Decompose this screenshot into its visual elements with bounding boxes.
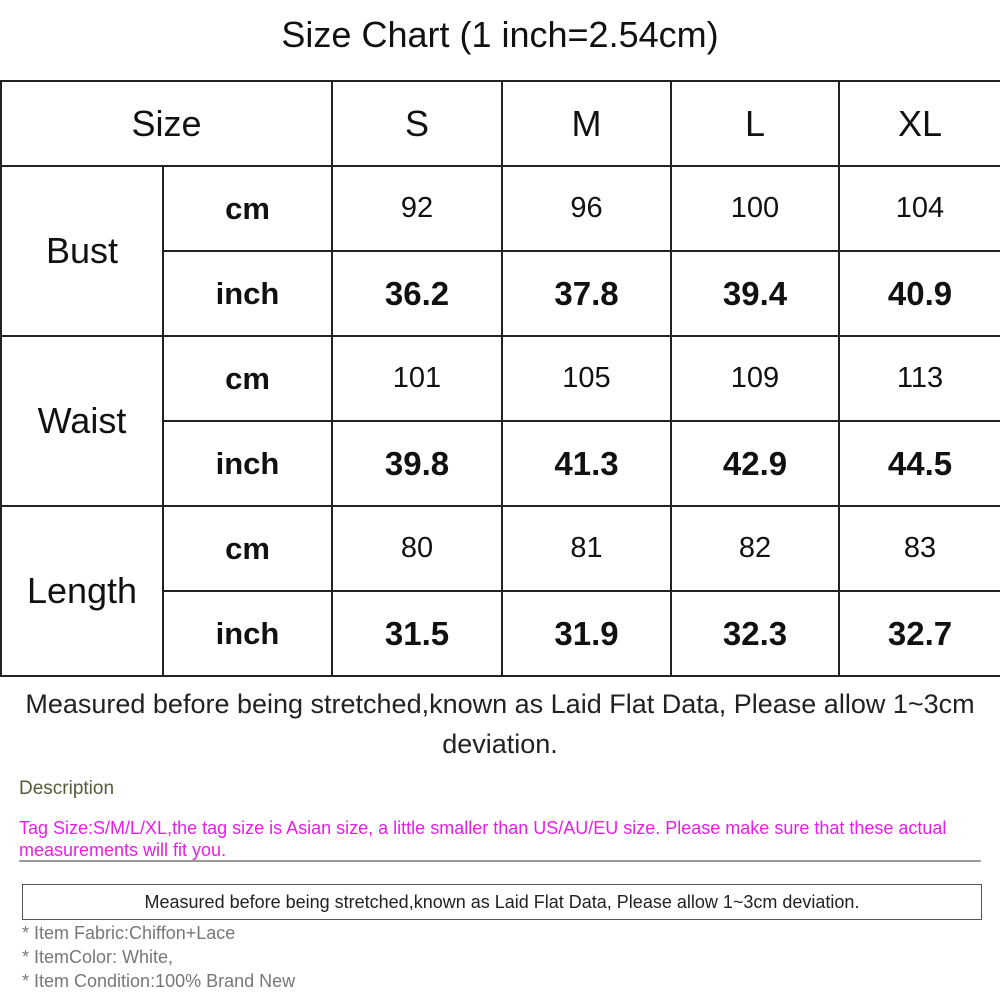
size-header: Size (0, 80, 333, 167)
value-cell: 36.2 (331, 250, 503, 337)
unit-label: cm (162, 335, 333, 422)
value-cell: 100 (670, 165, 840, 252)
size-xl: XL (838, 80, 1000, 167)
table-row: Waist cm 101 105 109 113 (0, 335, 1000, 507)
unit-label: cm (162, 505, 333, 592)
value-cell: 37.8 (501, 250, 672, 337)
table-row: Bust cm 92 96 100 104 (0, 165, 1000, 337)
value-cell: 83 (838, 505, 1000, 592)
size-chart-table: Size S M L XL Bust cm 92 96 100 104 inch 36.2 37… (0, 80, 1000, 677)
value-cell: 32.7 (838, 590, 1000, 677)
value-cell: 31.5 (331, 590, 503, 677)
measure-name: Waist (0, 335, 164, 507)
item-condition: * Item Condition:100% Brand New (22, 971, 296, 991)
tag-size-text: Tag Size:S/M/L/XL,the tag size is Asian … (19, 818, 947, 860)
value-cell: 92 (331, 165, 503, 252)
unit-label: cm (162, 165, 333, 252)
size-m: M (501, 80, 672, 167)
deviation-box: Measured before being stretched,known as… (22, 884, 982, 920)
unit-label: inch (162, 250, 333, 337)
divider (19, 860, 981, 862)
item-list: * Item Fabric:Chiffon+Lace * ItemColor: … (22, 921, 295, 993)
table-row: inch 39.8 41.3 42.9 44.5 (1, 420, 1000, 507)
value-cell: 41.3 (501, 420, 672, 507)
value-cell: 96 (501, 165, 672, 252)
header-row: Size S M L XL (0, 80, 1000, 167)
unit-label: inch (162, 420, 333, 507)
value-cell: 80 (331, 505, 503, 592)
value-cell: 109 (670, 335, 840, 422)
value-cell: 113 (838, 335, 1000, 422)
table-row: Length cm 80 81 82 83 (0, 505, 1000, 677)
value-cell: 104 (838, 165, 1000, 252)
value-cell: 82 (670, 505, 840, 592)
value-cell: 39.4 (670, 250, 840, 337)
value-cell: 42.9 (670, 420, 840, 507)
size-l: L (670, 80, 840, 167)
size-s: S (331, 80, 503, 167)
value-cell: 39.8 (331, 420, 503, 507)
item-fabric: * Item Fabric:Chiffon+Lace (22, 923, 236, 943)
value-cell: 105 (501, 335, 672, 422)
value-cell: 81 (501, 505, 672, 592)
description-heading: Description (19, 778, 115, 799)
chart-title: Size Chart (1 inch=2.54cm) (281, 14, 719, 55)
unit-label: inch (162, 590, 333, 677)
table-row: inch 36.2 37.8 39.4 40.9 (1, 250, 1000, 337)
value-cell: 101 (331, 335, 503, 422)
value-cell: 40.9 (838, 250, 1000, 337)
value-cell: 32.3 (670, 590, 840, 677)
measure-name: Bust (0, 165, 164, 337)
measure-name: Length (0, 505, 164, 677)
item-color: * ItemColor: White, (22, 947, 174, 967)
table-row: inch 31.5 31.9 32.3 32.7 (1, 590, 1000, 677)
value-cell: 44.5 (838, 420, 1000, 507)
value-cell: 31.9 (501, 590, 672, 677)
measurement-note: Measured before being stretched,known as… (25, 689, 975, 759)
